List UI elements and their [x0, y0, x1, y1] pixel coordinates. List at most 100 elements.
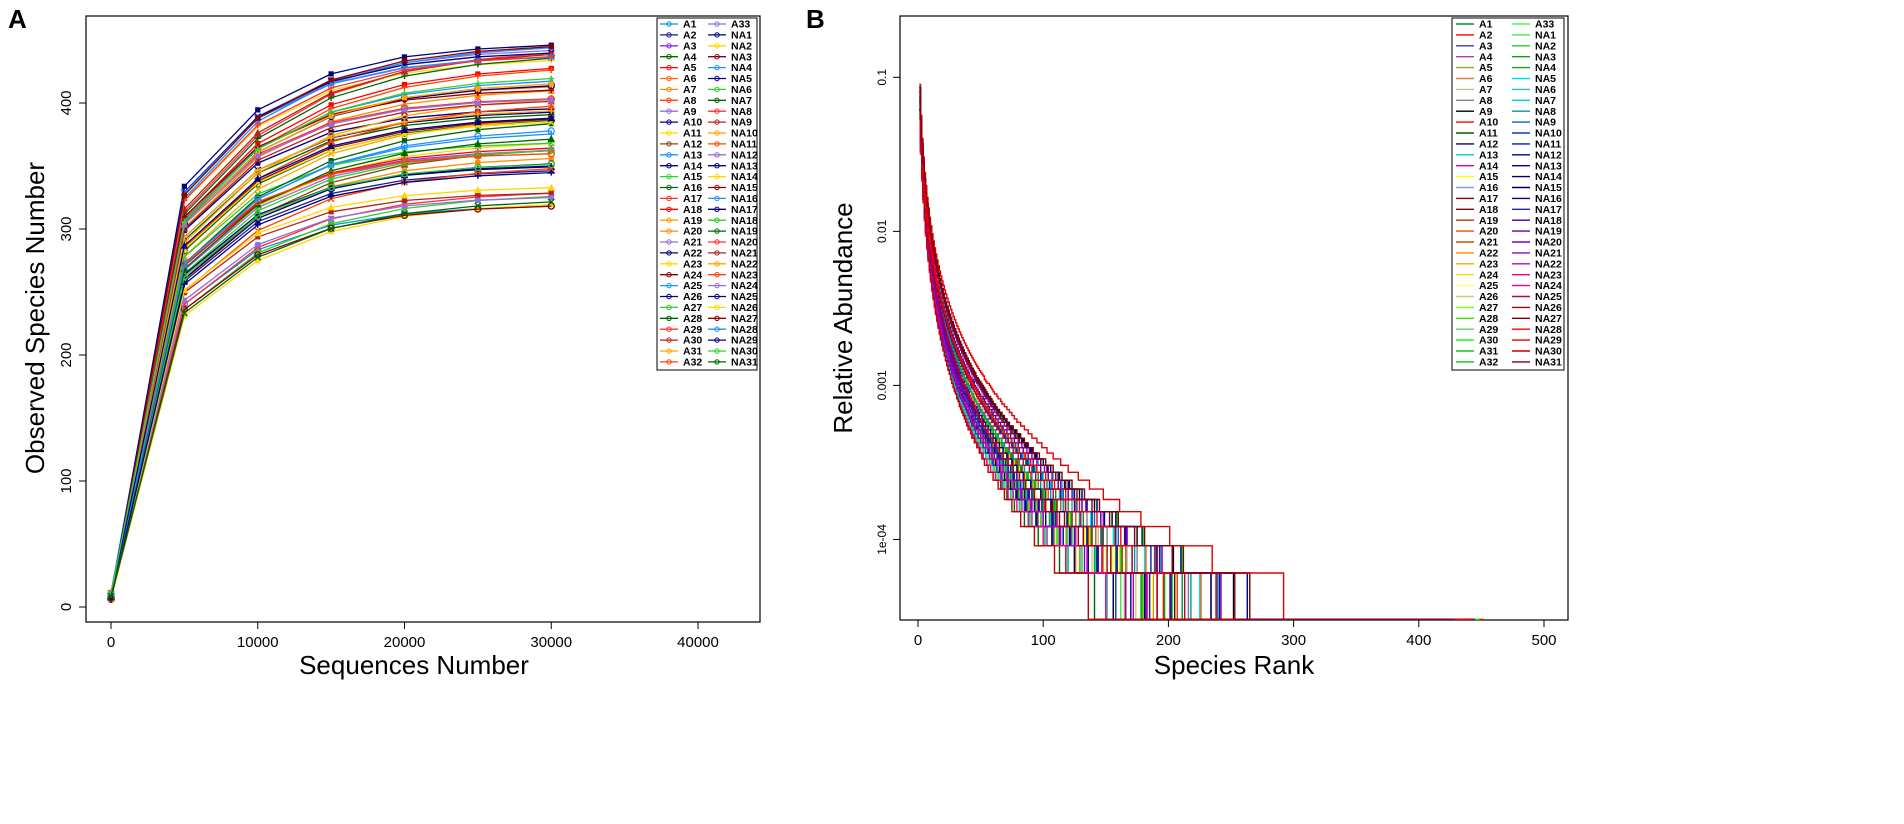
chart-a-series-point — [547, 95, 556, 103]
chart-b-legend-label: A22 — [1479, 248, 1498, 260]
chart-b-series-line — [919, 96, 1348, 620]
chart-a-legend-marker — [666, 206, 672, 213]
chart-a-series-point — [547, 198, 555, 206]
chart-a-legend-marker — [666, 119, 672, 125]
chart-b-legend-label: NA6 — [1535, 84, 1556, 96]
chart-a-legend-label: A1 — [683, 19, 697, 31]
chart-a-series-point — [548, 66, 555, 73]
chart-a-legend-label: A19 — [683, 215, 702, 227]
chart-a-xtick-label: 0 — [107, 634, 115, 651]
chart-a-series-point — [548, 44, 554, 50]
chart-a-series-point — [401, 66, 408, 73]
chart-b-series-line — [919, 99, 1434, 620]
chart-a-legend-label: A8 — [683, 95, 697, 107]
chart-b-series-line — [919, 109, 1456, 620]
chart-a-series-point — [474, 163, 482, 172]
chart-a-legend-label: NA12 — [731, 149, 758, 161]
chart-b-legend-label: A31 — [1479, 346, 1498, 358]
chart-a-legend-label: NA22 — [731, 258, 758, 270]
chart-a-series-point — [328, 113, 334, 119]
chart-b-legend-label: NA22 — [1535, 258, 1562, 270]
chart-a-legend-label: NA21 — [731, 248, 758, 260]
chart-a-legend-marker — [714, 54, 720, 60]
chart-a-legend-marker — [666, 130, 672, 136]
chart-b-legend-label: NA9 — [1535, 117, 1556, 129]
chart-a-series-point — [547, 135, 556, 143]
chart-a-legend-marker — [666, 326, 672, 332]
chart-a-legend-marker — [714, 130, 720, 136]
chart-a-legend-marker — [714, 304, 720, 311]
chart-b-legend-label: A8 — [1479, 95, 1493, 107]
chart-b-ytick-label: 0.1 — [875, 69, 889, 86]
chart-b-legend-label: A30 — [1479, 335, 1498, 347]
chart-b-series-line — [919, 91, 1473, 620]
chart-b-legend-label: A17 — [1479, 193, 1498, 205]
chart-a-legend-label: A29 — [683, 324, 702, 336]
chart-a-series-point — [474, 90, 481, 97]
chart-a-series-line — [110, 133, 552, 594]
chart-a-series-point — [327, 224, 335, 232]
chart-a-legend-marker — [666, 141, 672, 147]
chart-a-legend-marker — [714, 43, 720, 49]
chart-a-legend-label: NA7 — [731, 95, 752, 107]
chart-a-legend-label: A13 — [683, 149, 702, 161]
chart-b-legend-label: NA12 — [1535, 149, 1562, 161]
chart-a-series-point — [547, 127, 555, 135]
chart-b-legend-label: NA4 — [1535, 62, 1556, 74]
chart-a-series-point — [474, 73, 481, 80]
chart-a-series-point — [401, 118, 408, 125]
chart-b-xtick-label: 500 — [1531, 632, 1556, 649]
chart-a-series-point — [473, 98, 482, 106]
chart-a-legend-marker — [714, 86, 720, 93]
chart-a-series-point — [400, 142, 409, 150]
chart-a-series-point — [180, 241, 189, 249]
chart-a-series-point — [328, 84, 335, 91]
chart-a-series-point — [181, 297, 187, 303]
chart-a-series-point — [401, 197, 408, 204]
chart-a-series-point — [475, 197, 481, 203]
chart-a-ytick-label: 0 — [58, 603, 75, 611]
chart-b-legend-label: NA13 — [1535, 160, 1562, 172]
chart-a-series-point — [255, 115, 261, 121]
chart-a-rarefaction: 0 10000 20000 30000 40000 0 100 200 300 400 Sequ… — [20, 15, 761, 680]
chart-a-legend: A1A2A3A4A5A6A7A8A9A10A11A12A13A14A15A16A… — [656, 17, 758, 371]
chart-a-series-point — [255, 160, 261, 166]
chart-b-legend-label: A10 — [1479, 117, 1498, 129]
chart-b-series-line — [919, 117, 1440, 620]
chart-b-series-line — [919, 83, 1474, 620]
chart-b-legend-label: A20 — [1479, 226, 1498, 238]
chart-b-legend-label: NA7 — [1535, 95, 1556, 107]
chart-a-legend-marker — [714, 75, 720, 82]
chart-a-legend-marker — [666, 359, 672, 365]
chart-a-series-point — [328, 102, 334, 108]
chart-a-series-point — [474, 172, 481, 179]
chart-b-legend-label: NA23 — [1535, 269, 1562, 281]
chart-a-series-point — [181, 183, 187, 189]
chart-a-series-point — [253, 128, 262, 136]
chart-a-legend-marker — [666, 54, 672, 60]
chart-a-legend-marker — [666, 250, 672, 256]
chart-a-legend-label: A14 — [683, 160, 702, 172]
chart-b-series-line — [919, 99, 1404, 620]
chart-a-legend-marker — [666, 163, 672, 169]
chart-b-legend-label: A12 — [1479, 139, 1498, 151]
chart-a-series-point — [254, 221, 261, 228]
chart-a-series-point — [548, 190, 554, 196]
chart-a-series-point — [253, 229, 262, 237]
chart-a-legend-marker — [714, 64, 720, 71]
chart-b-xtick-label: 200 — [1156, 632, 1181, 649]
chart-a-legend-marker — [714, 195, 720, 202]
chart-a-series-point — [328, 77, 334, 83]
chart-a-series-point — [254, 135, 261, 142]
chart-a-legend-marker — [714, 184, 720, 191]
chart-a-series-point — [253, 174, 262, 182]
chart-b-series-line — [919, 97, 1455, 620]
chart-b-series-line — [919, 116, 1346, 620]
chart-a-legend-label: A10 — [683, 117, 702, 129]
chart-a-series-point — [327, 119, 336, 127]
chart-b-series-line — [919, 96, 1346, 620]
chart-a-series-point — [328, 209, 334, 215]
chart-a-series-point — [401, 138, 408, 144]
chart-a-series-point — [548, 194, 554, 201]
chart-a-legend-marker — [714, 32, 720, 38]
